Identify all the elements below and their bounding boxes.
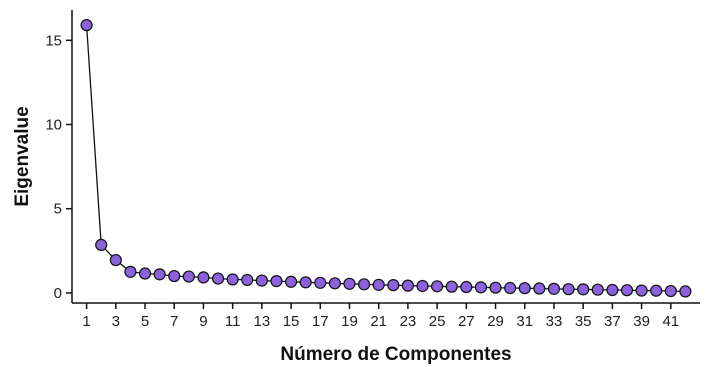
data-point bbox=[460, 280, 473, 294]
x-tick-label: 17 bbox=[312, 313, 329, 330]
data-point bbox=[328, 277, 341, 290]
data-point bbox=[138, 267, 152, 280]
y-axis-title: Eigenvalue bbox=[12, 106, 33, 206]
data-point bbox=[372, 278, 385, 291]
data-point bbox=[168, 269, 181, 283]
data-point bbox=[518, 282, 531, 295]
data-point bbox=[226, 273, 239, 286]
data-point bbox=[270, 275, 283, 288]
data-point bbox=[620, 284, 634, 297]
data-point bbox=[109, 253, 122, 267]
x-ticks: 1 3 5 7 9 11 13 15 17 19 21 23 25 27 29 31 33 35 37 39 41 bbox=[82, 303, 679, 330]
data-point bbox=[255, 274, 268, 287]
y-tick-label: 10 bbox=[45, 117, 62, 134]
data-point bbox=[445, 280, 458, 293]
x-tick-label: 39 bbox=[633, 313, 650, 330]
data-point bbox=[474, 281, 488, 294]
x-tick-label: 11 bbox=[225, 313, 241, 330]
x-tick-label: 15 bbox=[283, 313, 300, 330]
data-point bbox=[80, 19, 93, 32]
x-tick-label: 21 bbox=[370, 313, 387, 330]
data-point bbox=[577, 283, 590, 296]
data-point bbox=[95, 238, 108, 252]
y-tick-label: 15 bbox=[45, 32, 62, 49]
data-point bbox=[197, 271, 210, 284]
x-tick-label: 23 bbox=[400, 313, 417, 330]
data-point bbox=[284, 275, 298, 288]
x-tick-label: 3 bbox=[112, 313, 120, 330]
data-point bbox=[504, 281, 517, 295]
x-tick-label: 33 bbox=[546, 313, 563, 330]
x-tick-label: 37 bbox=[604, 313, 621, 330]
x-tick-label: 13 bbox=[254, 313, 271, 330]
data-point bbox=[416, 279, 429, 293]
data-point bbox=[299, 276, 312, 289]
data-point bbox=[357, 278, 371, 291]
data-point bbox=[591, 283, 604, 296]
x-tick-label: 1 bbox=[82, 313, 90, 330]
data-point bbox=[401, 279, 415, 292]
y-ticks: 0 5 10 15 bbox=[45, 32, 72, 302]
data-points bbox=[80, 19, 692, 298]
x-tick-label: 7 bbox=[170, 313, 178, 330]
x-tick-label: 29 bbox=[487, 313, 504, 330]
y-tick-label: 0 bbox=[54, 285, 62, 302]
data-point bbox=[664, 284, 677, 298]
axes bbox=[71, 10, 700, 304]
data-point bbox=[650, 284, 663, 297]
data-point bbox=[124, 265, 137, 278]
data-point bbox=[343, 277, 356, 290]
x-tick-label: 9 bbox=[199, 313, 207, 330]
data-point bbox=[489, 281, 502, 294]
data-point bbox=[547, 282, 561, 295]
x-tick-label: 27 bbox=[458, 313, 475, 330]
data-point bbox=[431, 280, 444, 293]
data-point bbox=[241, 273, 254, 287]
x-tick-label: 35 bbox=[575, 313, 592, 330]
data-point bbox=[387, 279, 400, 292]
x-tick-label: 19 bbox=[341, 313, 358, 330]
data-point bbox=[314, 276, 327, 289]
data-point bbox=[533, 282, 546, 295]
x-axis-title: Número de Componentes bbox=[280, 344, 511, 365]
data-point bbox=[562, 283, 575, 296]
x-tick-label: 41 bbox=[662, 313, 679, 330]
x-tick-label: 5 bbox=[141, 313, 149, 330]
y-tick-label: 5 bbox=[54, 201, 62, 218]
x-tick-label: 25 bbox=[429, 313, 446, 330]
x-tick-label: 31 bbox=[516, 313, 533, 330]
data-point bbox=[606, 283, 619, 297]
data-point bbox=[679, 285, 692, 298]
series-line bbox=[85, 25, 686, 293]
data-point bbox=[211, 272, 225, 285]
data-point bbox=[182, 270, 195, 283]
data-point bbox=[153, 268, 166, 281]
data-point bbox=[635, 284, 648, 297]
